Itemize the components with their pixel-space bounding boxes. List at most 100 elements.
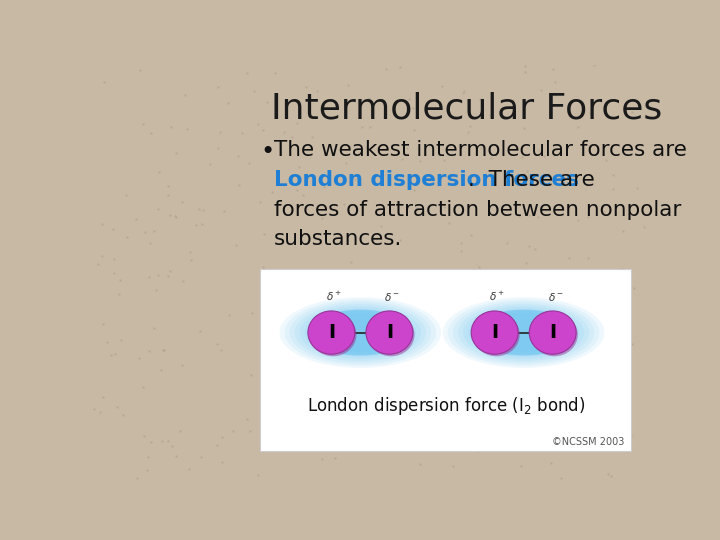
- Point: [329, 454, 341, 462]
- Point: [600, 155, 612, 164]
- Point: [485, 111, 496, 119]
- Point: [328, 103, 339, 111]
- Ellipse shape: [294, 304, 426, 361]
- Point: [621, 292, 632, 301]
- Point: [138, 432, 150, 441]
- Point: [448, 281, 459, 290]
- Point: [97, 393, 109, 401]
- Point: [304, 266, 315, 275]
- Text: substances.: substances.: [274, 230, 402, 249]
- Point: [626, 340, 637, 348]
- Point: [549, 91, 561, 99]
- Point: [508, 95, 519, 104]
- Point: [402, 144, 413, 153]
- Point: [483, 338, 495, 346]
- Point: [568, 414, 580, 422]
- Point: [345, 258, 356, 267]
- Point: [332, 324, 343, 333]
- Point: [366, 428, 378, 437]
- Point: [347, 427, 359, 435]
- Ellipse shape: [473, 313, 520, 356]
- Point: [394, 62, 405, 71]
- Point: [216, 458, 228, 467]
- Point: [94, 407, 106, 416]
- Point: [408, 103, 419, 112]
- Point: [166, 441, 177, 450]
- Point: [115, 335, 127, 344]
- Point: [364, 123, 375, 131]
- Point: [437, 82, 449, 90]
- Ellipse shape: [468, 308, 580, 357]
- Ellipse shape: [289, 302, 431, 363]
- Point: [487, 178, 499, 186]
- Point: [143, 347, 155, 356]
- Point: [518, 124, 530, 132]
- Point: [140, 227, 151, 236]
- Point: [624, 392, 636, 401]
- Text: $\delta^+$: $\delta^+$: [326, 291, 342, 303]
- Point: [162, 437, 174, 445]
- Point: [629, 284, 640, 293]
- Point: [522, 408, 534, 417]
- Point: [142, 453, 153, 461]
- Text: .  These are: . These are: [468, 170, 595, 190]
- Point: [315, 443, 326, 451]
- Point: [145, 129, 157, 137]
- Point: [194, 326, 205, 335]
- Point: [252, 120, 264, 129]
- Point: [472, 447, 483, 455]
- Point: [518, 170, 529, 179]
- Point: [176, 361, 188, 369]
- Point: [458, 87, 469, 96]
- Point: [92, 260, 104, 268]
- Point: [96, 252, 107, 261]
- Point: [133, 354, 145, 362]
- Point: [109, 269, 120, 278]
- Ellipse shape: [279, 297, 441, 368]
- Point: [420, 313, 432, 322]
- Point: [211, 441, 222, 450]
- Point: [152, 271, 163, 280]
- Point: [478, 282, 490, 291]
- Point: [444, 380, 455, 388]
- Point: [312, 364, 324, 373]
- Point: [165, 267, 176, 275]
- Point: [560, 325, 572, 334]
- Text: forces of attraction between nonpolar: forces of attraction between nonpolar: [274, 199, 682, 220]
- Point: [519, 62, 531, 70]
- Point: [454, 413, 466, 421]
- Point: [523, 211, 534, 219]
- Point: [600, 325, 612, 333]
- Point: [412, 143, 423, 152]
- Point: [196, 453, 207, 462]
- Point: [230, 241, 242, 249]
- Text: •: •: [260, 140, 274, 164]
- Point: [96, 220, 108, 228]
- Point: [350, 174, 361, 183]
- Point: [508, 417, 519, 426]
- Point: [631, 184, 642, 193]
- Point: [490, 150, 501, 159]
- Point: [473, 426, 485, 434]
- Point: [190, 221, 202, 230]
- Point: [169, 211, 181, 220]
- Point: [329, 420, 341, 429]
- Point: [174, 427, 186, 436]
- Point: [501, 238, 513, 247]
- Point: [113, 290, 125, 299]
- Point: [163, 190, 174, 199]
- Point: [598, 206, 610, 215]
- Point: [316, 455, 328, 463]
- Point: [163, 181, 174, 190]
- Point: [342, 81, 354, 90]
- Point: [291, 278, 302, 286]
- Point: [306, 132, 318, 141]
- Point: [563, 253, 575, 262]
- Point: [591, 351, 603, 360]
- Ellipse shape: [453, 302, 595, 363]
- Point: [521, 166, 533, 175]
- FancyBboxPatch shape: [260, 268, 631, 451]
- Text: $\delta^-$: $\delta^-$: [384, 292, 400, 303]
- Point: [244, 427, 256, 435]
- Point: [318, 183, 330, 192]
